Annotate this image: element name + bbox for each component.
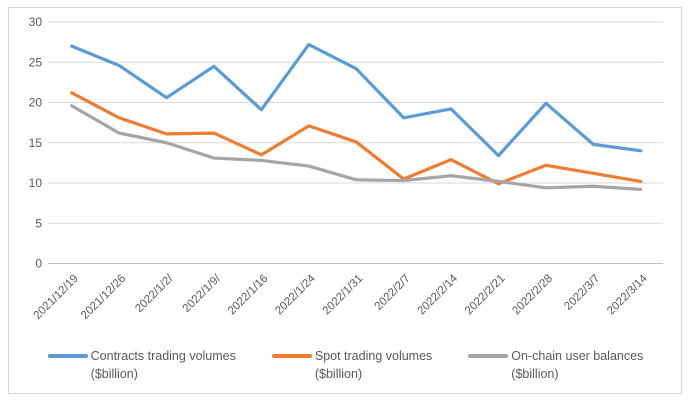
legend-label: On-chain user balances ($billion) <box>511 347 643 383</box>
legend-item: On-chain user balances ($billion) <box>468 347 643 383</box>
x-axis-tick-label: 2022/2/14 <box>416 272 461 317</box>
y-axis-tick-label: 15 <box>29 136 43 150</box>
y-axis-tick-label: 20 <box>29 96 43 110</box>
y-axis-tick-label: 0 <box>35 257 42 271</box>
legend-label-line: ($billion) <box>90 367 138 382</box>
legend-line-marker-icon <box>468 354 509 358</box>
x-axis-tick-label: 2022/2/21 <box>463 273 508 318</box>
series-line <box>70 42 643 158</box>
x-axis-tick-label: 2022/2/28 <box>510 273 555 318</box>
series-line <box>70 91 643 186</box>
x-axis-tick-label: 2022/3/7 <box>562 273 602 313</box>
x-axis-tick-label: 2022/1/2/ <box>133 272 176 315</box>
x-axis-tick-label: 2021/12/26 <box>79 273 128 322</box>
legend-label: Spot trading volumes ($billion) <box>315 347 432 383</box>
legend-label: Contracts trading volumes ($billion) <box>91 347 236 383</box>
legend-item: Contracts trading volumes ($billion) <box>47 347 236 383</box>
legend-label-line: Spot trading volumes <box>314 349 433 363</box>
legend-label-line: On-chain user balances <box>511 349 644 363</box>
y-axis-tick-label: 30 <box>29 15 43 29</box>
legend-line-marker-icon <box>47 354 88 358</box>
legend-item: Spot trading volumes ($billion) <box>271 347 432 383</box>
x-axis-tick-label: 2022/2/7 <box>373 273 413 313</box>
x-axis-tick-label: 2022/1/24 <box>273 272 318 317</box>
x-axis-tick-label: 2022/1/16 <box>226 273 271 318</box>
legend-label-line: Contracts trading volumes <box>90 349 236 363</box>
x-axis-tick-label: 2022/1/31 <box>321 273 366 318</box>
y-axis-tick-label: 10 <box>29 176 43 190</box>
legend-label-line: ($billion) <box>511 367 559 382</box>
x-axis-tick-label: 2022/1/9/ <box>181 272 224 315</box>
y-axis-tick-label: 5 <box>35 216 42 230</box>
x-axis-tick-label: 2022/3/14 <box>605 272 650 317</box>
x-axis-tick-label: 2021/12/19 <box>32 273 81 322</box>
legend-label-line: ($billion) <box>314 367 363 382</box>
series-line <box>70 104 643 192</box>
legend-line-marker-icon <box>271 354 312 358</box>
chart-frame-border <box>8 7 682 394</box>
y-axis-tick-label: 25 <box>29 55 43 69</box>
legend: Contracts trading volumes ($billion) Spot … <box>0 347 691 383</box>
